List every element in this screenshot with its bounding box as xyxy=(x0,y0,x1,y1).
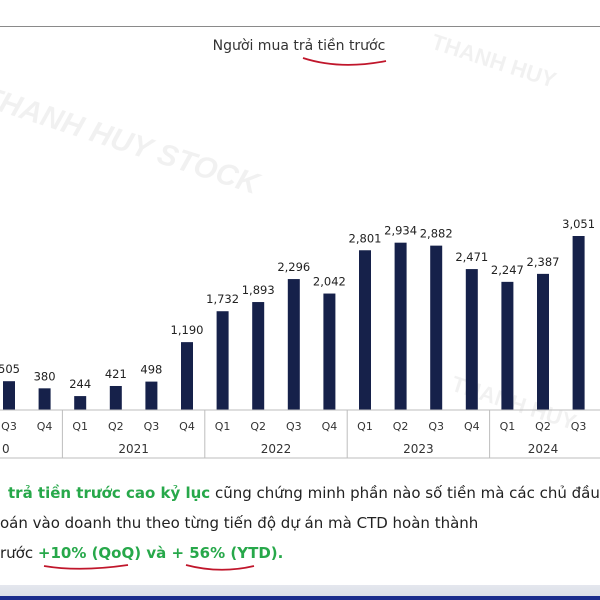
quarter-tick-label: Q1 xyxy=(72,420,88,433)
caption-underline-annotations xyxy=(43,564,255,571)
bar-value-label: 380 xyxy=(34,369,56,383)
quarter-tick-label: Q1 xyxy=(215,420,231,433)
bar xyxy=(109,385,122,410)
quarter-tick-label: Q3 xyxy=(571,420,587,433)
year-label: 2021 xyxy=(118,442,149,456)
qoq-figure: +10% (QoQ) xyxy=(37,544,142,562)
bar xyxy=(74,396,87,410)
bar xyxy=(3,381,15,410)
title-underline-annotation xyxy=(302,57,387,66)
caption-line-3-end: . xyxy=(277,544,284,562)
caption-line-2: oán vào doanh thu theo từng tiến độ dự á… xyxy=(0,514,479,532)
chart-title: Người mua trả tiền trước xyxy=(213,37,386,54)
quarter-tick-label: Q3 xyxy=(286,420,302,433)
watermark-text: THANH HUY xyxy=(428,29,559,93)
bar-value-label: 505 xyxy=(0,362,20,376)
bar xyxy=(572,236,585,410)
bar-value-label: 1,893 xyxy=(242,283,275,297)
bar-value-label: 2,247 xyxy=(491,263,524,277)
bar-value-label: 2,882 xyxy=(420,227,453,241)
bar xyxy=(430,245,443,410)
bar xyxy=(394,242,407,410)
quarter-tick-label: Q2 xyxy=(108,420,124,433)
quarter-tick-label: Q4 xyxy=(464,420,480,433)
caption-line-3: rước +10% (QoQ) và + 56% (YTD). xyxy=(0,544,283,562)
quarter-tick-label: Q1 xyxy=(357,420,373,433)
bar-value-label: 2,296 xyxy=(277,260,310,274)
bar xyxy=(216,311,229,410)
bar xyxy=(252,302,265,410)
bar-value-label: 2,801 xyxy=(349,231,382,245)
bar xyxy=(38,388,51,410)
year-label: 2023 xyxy=(403,442,434,456)
bar xyxy=(323,293,336,410)
bars-layer: 505 380 244 421 498 1,190 1,7321,8932,2962,042… xyxy=(0,217,595,410)
year-label: 0 xyxy=(2,442,10,456)
year-label: 2024 xyxy=(528,442,559,456)
top-border-line xyxy=(0,26,600,27)
caption-line-3-prefix: rước xyxy=(0,544,38,562)
bar-value-label: 2,042 xyxy=(313,275,346,289)
bar xyxy=(359,250,371,410)
bottom-bar xyxy=(0,596,600,600)
bar xyxy=(181,342,193,410)
bar-value-label: 3,051 xyxy=(562,217,595,231)
quarter-tick-label: Q2 xyxy=(250,420,266,433)
bar-value-label: 244 xyxy=(69,377,91,391)
bar-value-label: 2,387 xyxy=(527,255,560,269)
bar-value-label: 1,190 xyxy=(171,323,204,337)
caption-line-1-rest: cũng chứng minh phần nào số tiền mà các … xyxy=(210,484,600,502)
caption-highlight: trả tiền trước cao kỷ lục xyxy=(8,484,211,502)
bar-value-label: 498 xyxy=(140,363,162,377)
quarter-tick-label: Q2 xyxy=(535,420,551,433)
quarter-tick-label: Q4 xyxy=(179,420,195,433)
bar-value-label: 2,934 xyxy=(384,224,417,238)
quarter-tick-label: Q2 xyxy=(393,420,409,433)
axis-layer: Q3 Q4 Q1 Q2 Q3 Q4 Q1 Q2 Q3 Q4 Q1 Q2 Q3 Q4 Q1 Q2 Q3 0 2021 2… xyxy=(0,409,600,459)
year-label: 2022 xyxy=(261,442,292,456)
caption-line-3-mid: và xyxy=(141,544,172,562)
quarter-tick-label: Q4 xyxy=(322,420,338,433)
quarter-tick-label: Q3 xyxy=(1,420,17,433)
quarter-tick-label: Q3 xyxy=(428,420,444,433)
bar xyxy=(465,269,478,410)
bar-value-label: 1,732 xyxy=(206,292,239,306)
caption-line-1: trả tiền trước cao kỷ lục cũng chứng min… xyxy=(8,484,600,502)
qoq-underline xyxy=(43,564,129,570)
ytd-figure: + 56% (YTD) xyxy=(171,544,278,562)
bar xyxy=(537,273,549,410)
quarter-tick-label: Q4 xyxy=(37,420,53,433)
quarter-tick-label: Q1 xyxy=(500,420,516,433)
quarter-tick-label: Q3 xyxy=(144,420,160,433)
bar xyxy=(287,279,300,410)
watermark-text: THANH HUY STOCK xyxy=(0,80,265,201)
bar xyxy=(501,281,514,410)
bar xyxy=(145,381,158,410)
ytd-underline xyxy=(185,564,255,571)
bar-value-label: 421 xyxy=(105,367,127,381)
bar-value-label: 2,471 xyxy=(455,250,488,264)
